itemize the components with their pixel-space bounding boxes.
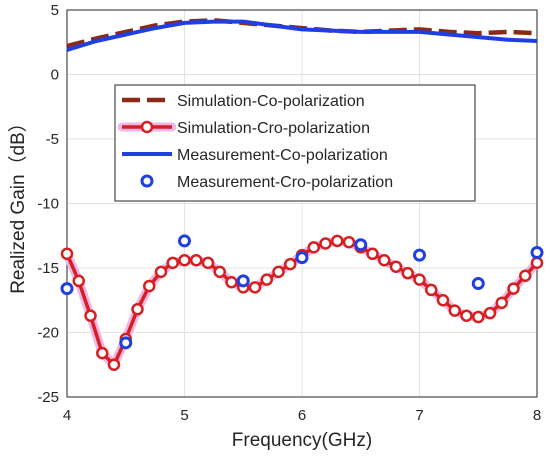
sim-cro-point [178, 254, 191, 267]
sim-cro-point [436, 294, 450, 307]
x-tick-label: 5 [180, 407, 188, 424]
x-tick-label: 8 [533, 407, 541, 424]
sim-cro-point [307, 241, 320, 254]
sim-cro-point [389, 260, 403, 273]
x-tick-label: 6 [298, 407, 306, 424]
sim-cro-point [472, 310, 485, 324]
sim-cro-point [342, 235, 356, 249]
x-tick-label: 4 [63, 407, 71, 424]
sim-cro-point [413, 273, 426, 286]
legend-label: Measurement-Cro-polarization [177, 174, 393, 191]
x-tick-label: 7 [415, 407, 423, 424]
sim-cro-point [519, 269, 532, 282]
legend: Simulation-Co-polarization Simulation-Cro… [114, 84, 476, 202]
series-line-meas-co [66, 19, 538, 52]
sim-cro-point [366, 247, 379, 261]
sim-cro-point [131, 303, 144, 316]
sim-cro-point [401, 266, 414, 280]
sim-cro-point [495, 296, 508, 310]
y-tick-label: -5 [46, 131, 59, 148]
meas-cro-point [119, 336, 133, 350]
sim-cro-point [448, 304, 461, 317]
meas-cro-point [530, 246, 544, 260]
sim-cro-point [425, 283, 438, 297]
legend-label: Simulation-Cro-polarization [177, 120, 370, 137]
legend-box [114, 84, 476, 202]
sim-cro-point [248, 281, 262, 294]
sim-cro-point [331, 234, 344, 248]
meas-cro-point [413, 248, 426, 262]
y-axis-label: Realized Gain（dB） [7, 113, 29, 294]
x-axis-label: Frequency(GHz) [232, 430, 372, 451]
y-tick-label: -10 [37, 196, 59, 213]
meas-cro-point [60, 282, 74, 296]
y-tick-label: 0 [51, 67, 59, 84]
legend-label: Measurement-Co-polarization [177, 147, 388, 164]
sim-cro-point [319, 237, 332, 250]
y-tick-label: 5 [51, 2, 59, 19]
legend-label: Simulation-Co-polarization [177, 93, 365, 110]
series-layer [60, 18, 544, 371]
sim-cro-point [483, 306, 497, 320]
sim-cro-point [284, 257, 297, 271]
sim-cro-point [530, 256, 544, 270]
y-tick-label: -15 [37, 260, 59, 277]
y-tick-label: -20 [37, 325, 59, 342]
tick-labels: 4 5 6 7 8 5 0 -5 -10 -15 -20 -25 [37, 2, 541, 424]
meas-cro-point [471, 276, 485, 290]
meas-cro-point [354, 238, 368, 252]
sim-cro-point [60, 247, 74, 261]
sim-cro-point [272, 265, 285, 279]
y-tick-label: -25 [37, 389, 59, 406]
sim-cro-point [260, 273, 273, 286]
sim-cro-point [190, 254, 203, 267]
meas-cro-point [236, 274, 250, 288]
sim-cro-point [201, 256, 215, 270]
sim-cro-point [96, 346, 109, 360]
sim-cro-point [143, 279, 156, 293]
sim-cro-point [225, 275, 238, 289]
sim-cro-point [507, 282, 520, 295]
sim-cro-point [460, 309, 473, 322]
legend-swatch-sim-cro-marker [140, 120, 154, 134]
sim-cro-point [84, 309, 97, 322]
plot-area [66, 9, 538, 398]
sim-cro-point [154, 265, 168, 279]
legend-swatch-meas-cro [140, 174, 154, 188]
grid-lines [66, 9, 538, 398]
sim-cro-point [213, 265, 226, 279]
sim-cro-point [107, 358, 121, 371]
sim-cro-point [378, 254, 391, 267]
meas-cro-point [178, 234, 191, 248]
sim-cro-point [72, 274, 85, 288]
sim-cro-point [166, 256, 179, 270]
meas-cro-point [295, 251, 309, 265]
